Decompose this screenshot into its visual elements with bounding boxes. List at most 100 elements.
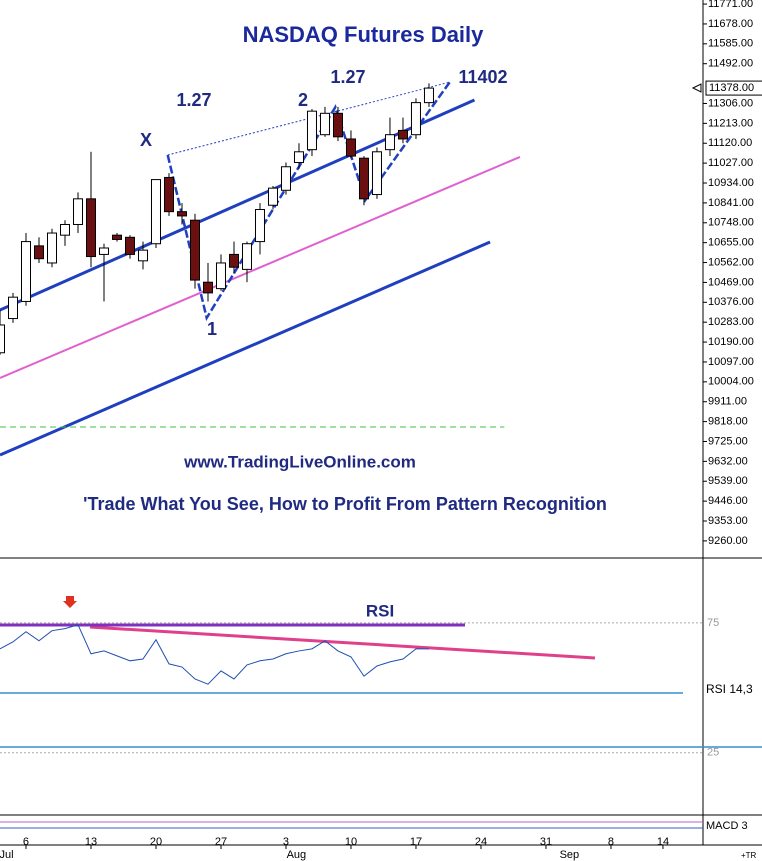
- x-tick-label: 8: [608, 836, 614, 848]
- annotation: 1: [207, 319, 217, 339]
- y-tick-label: 10190.00: [708, 336, 754, 348]
- candle-body: [397, 129, 408, 140]
- candle-body: [332, 112, 343, 138]
- y-tick-label: 9632.00: [708, 455, 748, 467]
- y-tick-label: 10283.00: [708, 316, 754, 328]
- candle-body: [59, 223, 70, 236]
- signal-arrow: [63, 596, 77, 608]
- rsi-tick-label: 75: [707, 617, 719, 629]
- y-tick-label: 10097.00: [708, 356, 754, 368]
- candle-body: [33, 245, 44, 260]
- rsi-legend: RSI 14,3: [706, 682, 753, 696]
- y-tick-label: 10562.00: [708, 256, 754, 268]
- candle-body: [98, 247, 109, 255]
- subtitle: 'Trade What You See, How to Profit From …: [83, 494, 607, 514]
- candle-body: [85, 198, 96, 258]
- candle-body: [20, 241, 31, 302]
- candle-body: [345, 138, 356, 157]
- candle-body: [228, 253, 239, 268]
- x-tick-label: 27: [215, 836, 227, 848]
- x-tick-label: 31: [540, 836, 552, 848]
- pattern-line: [0, 156, 521, 379]
- x-month-label: Aug: [287, 849, 307, 861]
- x-month-label: Sep: [560, 849, 580, 861]
- candle-body: [293, 151, 304, 163]
- candle-body: [7, 296, 18, 320]
- y-tick-label: 9818.00: [708, 416, 748, 428]
- annotation: 1.27: [330, 67, 365, 87]
- y-tick-label: 9446.00: [708, 495, 748, 507]
- y-tick-label: 9353.00: [708, 515, 748, 527]
- candle-body: [46, 232, 57, 264]
- rsi-title: RSI: [366, 601, 394, 620]
- candle-body: [215, 262, 226, 290]
- y-tick-label: 11213.00: [708, 117, 753, 129]
- x-tick-label: 3: [283, 836, 289, 848]
- corner-label: +TR: [741, 851, 757, 860]
- last-price-box: [705, 80, 762, 96]
- candle-body: [176, 211, 187, 217]
- candle-body: [371, 151, 382, 196]
- y-tick-label: 10748.00: [708, 217, 754, 229]
- y-tick-label: 10841.00: [708, 197, 754, 209]
- y-tick-label: 9260.00: [708, 535, 748, 547]
- candle-body: [137, 249, 148, 262]
- x-tick-label: 24: [475, 836, 487, 848]
- y-tick-label: 10004.00: [708, 376, 754, 388]
- y-tick-label: 9539.00: [708, 475, 748, 487]
- y-tick-label: 10655.00: [708, 237, 754, 249]
- price-pointer: [691, 83, 702, 93]
- rsi-line: [0, 624, 429, 685]
- y-tick-label: 11027.00: [708, 157, 753, 169]
- candle-body: [423, 87, 434, 104]
- annotation: 1.27: [176, 90, 211, 110]
- x-tick-label: 13: [85, 836, 97, 848]
- chart-title: NASDAQ Futures Daily: [243, 22, 485, 47]
- candle-body: [384, 134, 395, 151]
- y-tick-label: 11771.00: [708, 0, 753, 10]
- x-tick-label: 17: [410, 836, 422, 848]
- y-tick-label: 10469.00: [708, 276, 754, 288]
- candle-body: [0, 324, 5, 354]
- x-tick-label: 10: [345, 836, 357, 848]
- y-tick-label: 11120.00: [708, 137, 752, 149]
- candle-body: [241, 243, 252, 270]
- candle-body: [111, 234, 122, 240]
- website: www.TradingLiveOnline.com: [183, 452, 416, 471]
- candle-body: [189, 219, 200, 281]
- rsi-tick-label: 25: [707, 747, 719, 759]
- x-tick-label: 20: [150, 836, 162, 848]
- candle-body: [358, 157, 369, 200]
- candle-body: [306, 110, 317, 151]
- pattern-line: [0, 98, 476, 312]
- annotation: 11402: [458, 67, 507, 87]
- x-tick-label: 6: [23, 836, 29, 848]
- last-price-label: 11378.00: [709, 82, 754, 94]
- candle-body: [254, 209, 265, 243]
- candle-body: [202, 281, 213, 294]
- candle-body: [72, 198, 83, 225]
- candle-body: [410, 102, 421, 136]
- y-tick-label: 11492.00: [708, 58, 753, 70]
- y-tick-label: 9911.00: [708, 396, 747, 408]
- y-tick-label: 11306.00: [708, 97, 753, 109]
- candle-body: [124, 236, 135, 255]
- x-month-label: Jul: [0, 849, 14, 861]
- rsi-trendline: [89, 625, 596, 660]
- x-tick-label: 14: [657, 836, 669, 848]
- y-tick-label: 11585.00: [708, 38, 753, 50]
- annotation: 2: [298, 90, 308, 110]
- candle-body: [319, 112, 330, 136]
- candle-body: [280, 166, 291, 191]
- candle-body: [267, 187, 278, 206]
- pattern-line: [0, 240, 491, 457]
- y-tick-label: 10376.00: [708, 296, 754, 308]
- candle-body: [150, 179, 161, 245]
- y-tick-label: 10934.00: [708, 177, 754, 189]
- y-tick-label: 11678.00: [708, 18, 753, 30]
- macd-legend: MACD 3: [706, 820, 748, 832]
- annotation: X: [140, 130, 152, 150]
- candle-body: [163, 176, 174, 213]
